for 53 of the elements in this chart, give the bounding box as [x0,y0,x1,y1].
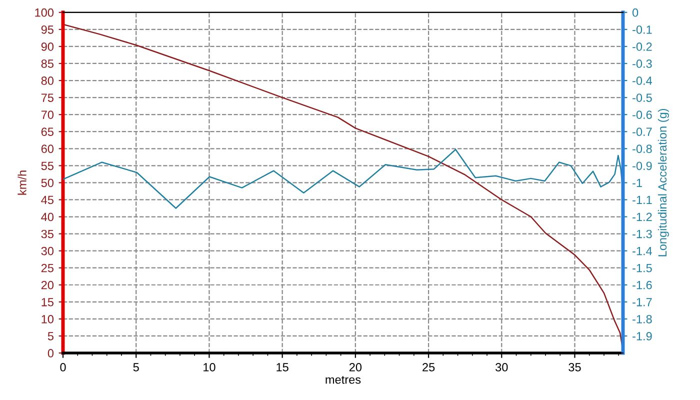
y2-tick-label: -0.6 [632,110,652,119]
y2-tick-label: -0.4 [632,76,652,85]
y2-tick-label: -1 [632,178,642,187]
x-tick-label: 0 [60,363,66,372]
y-tick-label: 15 [42,298,54,306]
y2-tick-label: -1.9 [632,332,652,340]
y2-axis-title: Longitudinal Acceleration (g) [658,108,669,256]
x-tick-label: 35 [568,363,581,372]
y2-tick-label: -1.7 [632,298,652,306]
y-tick-label: 30 [41,246,54,256]
y2-tick-label: -1.4 [632,246,652,256]
y2-tick-label: -0.9 [632,162,652,170]
y-axis-title: km/h [18,170,26,195]
x-tick-label: 25 [422,363,435,372]
y2-tick-label: 0 [632,8,638,17]
y-tick-label: 95 [41,25,54,34]
y-tick-label: 35 [41,230,54,238]
y-tick-label: 10 [42,314,54,324]
y2-tick-label: -0.7 [632,128,652,136]
y-tick-label: 55 [41,162,54,170]
x-tick-label: 5 [133,363,139,372]
y2-tick-label: -0.8 [632,144,652,154]
x-axis-title: metres [326,376,361,384]
y-tick-label: 70 [41,110,54,119]
x-tick-label: 15 [276,363,288,372]
y-tick-label: 50 [41,178,54,188]
y-tick-label: 90 [41,42,54,51]
line-series [63,148,623,209]
x-tick-label: 20 [349,363,362,372]
y2-tick-label: -0.1 [632,25,652,34]
y2-tick-label: -1.2 [632,212,652,222]
y-tick-label: 60 [41,144,54,154]
y-tick-label: 40 [41,212,54,222]
y-tick-label: 25 [41,264,54,272]
y-tick-label: 20 [41,280,54,290]
y2-tick-label: -1.1 [632,196,652,204]
y2-tick-label: -0.3 [632,60,652,68]
y-tick-label: 5 [48,332,54,340]
y2-tick-label: -1.6 [632,280,652,290]
y-tick-label: 45 [41,196,54,204]
y2-tick-label: -0.5 [632,94,652,102]
y-tick-label: 0 [48,349,54,358]
y-tick-label: 65 [41,128,54,136]
y2-tick-label: -1.5 [632,264,652,272]
x-tick-label: 10 [204,363,216,372]
y2-tick-label: -1.3 [632,230,652,238]
y2-tick-label: -0.2 [632,42,652,51]
y-tick-label: 75 [41,94,54,102]
y-tick-label: 85 [41,60,54,68]
y2-tick-label: -1.8 [632,314,652,324]
y-tick-label: 80 [41,76,54,85]
y-tick-label: 100 [35,8,54,17]
x-tick-label: 30 [496,363,508,372]
